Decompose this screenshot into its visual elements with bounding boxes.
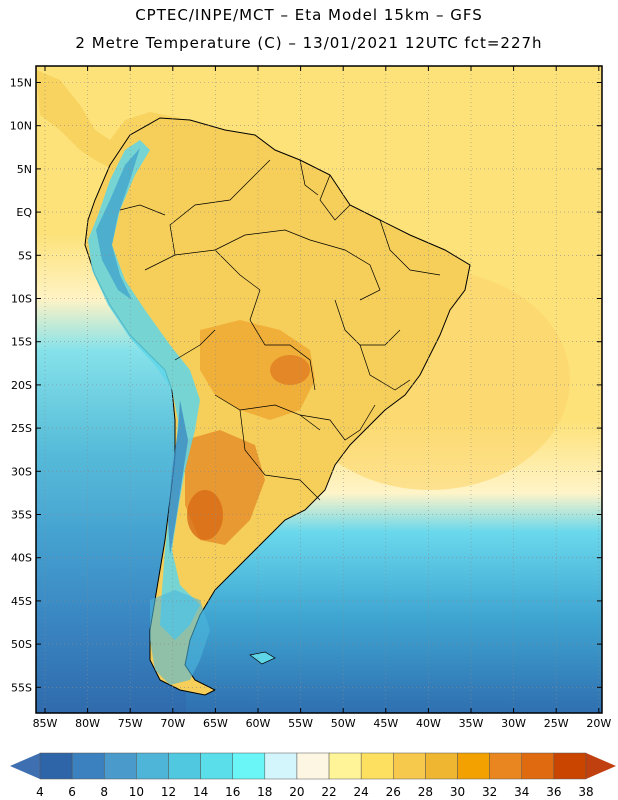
colorbar-label: 18 xyxy=(257,785,272,799)
hottest-spot xyxy=(187,490,223,540)
andes-cold-core-south xyxy=(168,400,188,555)
colorbar-swatch xyxy=(168,752,201,780)
lon-label: 40W xyxy=(416,717,441,730)
colorbar-label: 30 xyxy=(450,785,465,799)
lon-label: 70W xyxy=(160,717,185,730)
colorbar-swatch xyxy=(393,752,426,780)
lat-label: 15S xyxy=(11,336,32,349)
colorbar-label: 4 xyxy=(36,785,44,799)
lat-label: 50S xyxy=(11,638,32,651)
lon-label: 20W xyxy=(586,717,611,730)
colorbar-swatch xyxy=(457,752,490,780)
patagonia-cool xyxy=(150,590,210,685)
hot-spot-paraguay xyxy=(270,355,310,385)
colorbar-label: 24 xyxy=(354,785,369,799)
colorbar-high-arrow xyxy=(586,753,616,779)
colorbar-swatch xyxy=(200,752,233,780)
lat-label: 20S xyxy=(11,379,32,392)
colorbar-swatch xyxy=(553,752,587,780)
colorbar-label: 20 xyxy=(289,785,304,799)
colorbar-swatch xyxy=(328,752,362,780)
lon-label: 75W xyxy=(118,717,143,730)
colorbar-label: 36 xyxy=(546,785,561,799)
colorbar-swatch xyxy=(136,752,169,780)
lat-label: 10N xyxy=(10,120,32,133)
lon-label: 30W xyxy=(501,717,526,730)
colorbar-label: 34 xyxy=(514,785,529,799)
colorbar-label: 6 xyxy=(68,785,76,799)
lon-label: 55W xyxy=(288,717,313,730)
lon-label: 50W xyxy=(331,717,356,730)
lat-label: EQ xyxy=(16,206,32,219)
lat-label: 45S xyxy=(11,595,32,608)
colorbar-swatch xyxy=(103,752,137,780)
map-title-model: CPTEC/INPE/MCT – Eta Model 15km – GFS xyxy=(135,6,483,24)
map-title-variable: 2 Metre Temperature (C) – 13/01/2021 12U… xyxy=(75,34,543,52)
longitude-axis: 85W 80W 75W 70W 65W 60W 55W 50W 45W 40W 35W 30W 25W 2… xyxy=(33,66,611,730)
colorbar-label: 38 xyxy=(578,785,593,799)
colorbar-swatch xyxy=(425,752,458,780)
lon-label: 65W xyxy=(203,717,228,730)
colorbar-label: 16 xyxy=(225,785,240,799)
lat-label: 55S xyxy=(11,681,32,694)
colorbar-swatch xyxy=(232,752,266,780)
colorbar-swatch xyxy=(264,752,298,780)
colorbar-swatch xyxy=(489,752,523,780)
lon-label: 60W xyxy=(246,717,271,730)
lat-label: 5N xyxy=(17,163,32,176)
map-frame xyxy=(35,65,603,714)
falkland-islands xyxy=(249,651,276,665)
lon-label: 35W xyxy=(459,717,484,730)
lon-label: 85W xyxy=(33,717,58,730)
colorbar-label: 32 xyxy=(482,785,497,799)
colorbar-label: 22 xyxy=(321,785,336,799)
colorbar-swatch xyxy=(360,752,394,780)
country-borders xyxy=(119,159,441,501)
latitude-axis: 15N 10N 5N EQ 5S 10S 15S 20S 25S 30S 35S 40S 45S 50S 5… xyxy=(10,77,602,694)
lat-label: 25S xyxy=(11,422,32,435)
colorbar-label: 8 xyxy=(100,785,108,799)
colorbar-label: 28 xyxy=(418,785,433,799)
lat-label: 40S xyxy=(11,552,32,565)
colorbar-swatch xyxy=(521,752,555,780)
colorbar-low-arrow xyxy=(10,753,40,779)
lat-label: 30S xyxy=(11,465,32,478)
lat-label: 10S xyxy=(11,293,32,306)
colorbar-label: 26 xyxy=(386,785,401,799)
temperature-colorbar: 4 6 8 10 12 14 16 18 20 22 24 26 28 30 32 34 36 38 xyxy=(10,752,616,799)
colorbar-swatch xyxy=(71,752,105,780)
colorbar-swatch xyxy=(296,752,330,780)
lat-label: 15N xyxy=(10,77,32,90)
lon-label: 45W xyxy=(373,717,398,730)
andes-cold-core-north xyxy=(96,148,140,300)
colorbar-label: 14 xyxy=(193,785,208,799)
lon-label: 80W xyxy=(75,717,100,730)
colorbar-label: 12 xyxy=(161,785,176,799)
colorbar-label: 10 xyxy=(129,785,144,799)
colorbar-swatch xyxy=(39,752,73,780)
lat-label: 35S xyxy=(11,509,32,522)
lat-label: 5S xyxy=(18,249,32,262)
lon-label: 25W xyxy=(544,717,569,730)
